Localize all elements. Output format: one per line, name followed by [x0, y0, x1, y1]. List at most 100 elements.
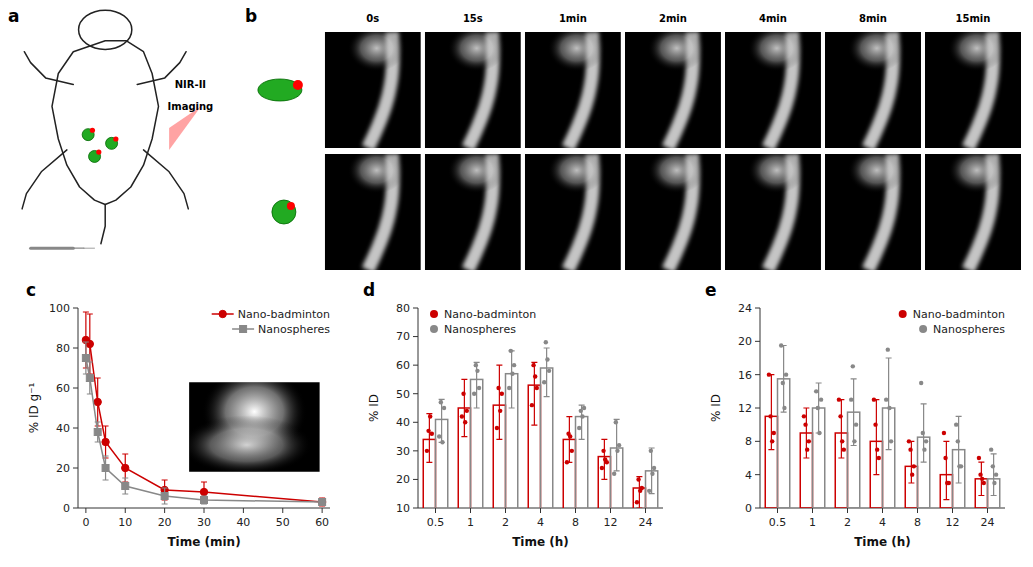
- replicate-dot: [460, 414, 464, 418]
- replicate-dot: [577, 426, 581, 430]
- replicate-dot: [475, 369, 479, 373]
- error-bar: [579, 405, 585, 439]
- y-tick: [413, 365, 418, 366]
- syringe-needle: [84, 248, 95, 249]
- replicate-dot: [507, 386, 511, 390]
- y-tick-label: 8: [745, 435, 752, 448]
- error-bar: [95, 422, 101, 442]
- replicate-dot: [802, 414, 806, 418]
- x-tick: [645, 508, 646, 513]
- panel-image-grid: b0s15s1min2min4min8min15min: [245, 6, 1021, 270]
- error-bar: [886, 358, 892, 450]
- panel-letter: c: [26, 280, 36, 300]
- time-label: 4min: [759, 13, 787, 24]
- replicate-dot: [819, 397, 823, 401]
- y-tick-label: 40: [396, 416, 410, 429]
- replicate-dot: [612, 472, 616, 476]
- inset-image: [181, 367, 320, 475]
- y-tick-label: 24: [738, 302, 752, 315]
- x-tick-label: 24: [981, 516, 995, 529]
- y-tick-label: 40: [56, 422, 70, 435]
- error-bar: [908, 441, 914, 483]
- x-tick: [470, 508, 471, 513]
- error-bar: [103, 456, 109, 480]
- y-tick: [413, 422, 418, 423]
- replicate-dot: [837, 397, 841, 401]
- error-bar: [601, 439, 607, 479]
- replicate-dot: [531, 363, 535, 367]
- replicate-dot: [650, 472, 654, 476]
- y-tick: [73, 308, 78, 309]
- x-tick-label: 30: [197, 516, 211, 529]
- replicate-dot: [477, 386, 481, 390]
- nir-joint: [348, 147, 406, 193]
- panel-illustration: NIR-IIImaginga: [8, 6, 213, 248]
- nir-image: [925, 25, 1021, 148]
- nir-image: [925, 147, 1021, 270]
- error-bar: [781, 346, 787, 413]
- replicate-dot: [889, 439, 893, 443]
- replicate-dot: [640, 486, 644, 490]
- nir-image: [525, 147, 621, 270]
- legend-label: Nanospheres: [933, 323, 1005, 336]
- error-bar: [921, 404, 927, 462]
- nir-image: [625, 147, 721, 270]
- x-tick: [847, 508, 848, 513]
- legend-swatch: [919, 325, 927, 333]
- replicate-dot: [779, 343, 783, 347]
- y-tick: [73, 428, 78, 429]
- replicate-dot: [919, 381, 923, 385]
- data-point: [102, 465, 109, 472]
- replicate-dot: [772, 431, 776, 435]
- y-tick: [73, 468, 78, 469]
- nir-joint: [548, 147, 606, 193]
- x-tick-label: 24: [639, 516, 653, 529]
- error-bar: [474, 362, 480, 408]
- replicate-dot: [570, 449, 574, 453]
- replicate-dot: [849, 397, 853, 401]
- x-tick: [610, 508, 611, 513]
- nir-image: [725, 147, 821, 270]
- replicate-dot: [439, 400, 443, 404]
- replicate-dot: [782, 406, 786, 410]
- replicate-dot: [875, 447, 879, 451]
- replicate-dot: [991, 464, 995, 468]
- y-tick-label: 100: [49, 302, 70, 315]
- nir-beam: [169, 106, 201, 150]
- x-tick-label: 40: [236, 516, 250, 529]
- replicate-dot: [886, 347, 890, 351]
- nir-joint: [548, 25, 606, 71]
- replicate-dot: [617, 443, 621, 447]
- y-tick-label: 50: [396, 388, 410, 401]
- replicate-dot: [496, 386, 500, 390]
- nir-image: [325, 25, 421, 148]
- replicate-dot: [510, 372, 514, 376]
- replicate-dot: [652, 466, 656, 470]
- replicate-dot: [649, 449, 653, 453]
- replicate-dot: [977, 456, 981, 460]
- y-axis: [78, 308, 79, 508]
- x-tick: [164, 508, 165, 513]
- x-tick: [322, 508, 323, 513]
- y-tick: [413, 450, 418, 451]
- x-tick: [575, 508, 576, 513]
- y-tick-label: 60: [56, 382, 70, 395]
- replicate-dot: [636, 477, 640, 481]
- replicate-dot: [884, 397, 888, 401]
- icon-nano-badminton: [258, 79, 302, 101]
- replicate-dot: [943, 456, 947, 460]
- x-tick-label: 10: [118, 516, 132, 529]
- nanoparticle: [106, 137, 118, 149]
- nir-image: [625, 25, 721, 148]
- replicate-dot: [873, 422, 877, 426]
- legend-item: Nano-badminton: [899, 308, 1005, 321]
- error-bar: [943, 441, 949, 499]
- error-bar: [531, 362, 537, 425]
- x-tick: [882, 508, 883, 513]
- replicate-dot: [770, 439, 774, 443]
- nir-joint: [748, 25, 806, 71]
- syringe: [31, 247, 74, 250]
- data-point: [122, 483, 129, 490]
- x-tick-label: 50: [276, 516, 290, 529]
- legend-swatch: [219, 310, 226, 317]
